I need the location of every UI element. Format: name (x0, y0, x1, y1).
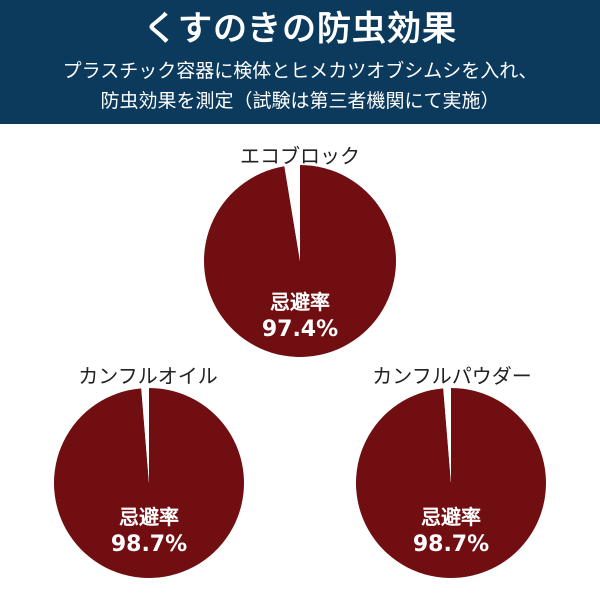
pie-value-label: 98.7% (110, 532, 188, 557)
subtitle-line-2: 防虫効果を測定（試験は第三者機関にて実施） (100, 90, 500, 112)
pie-title-camphor-powder: カンフルパウダー (372, 364, 532, 388)
pie-value-label: 97.4% (261, 317, 339, 342)
pie-center-eco-block: 忌避率 97.4% (230, 288, 370, 344)
pie-center-camphor-powder: 忌避率 98.7% (381, 503, 521, 559)
pie-chart-camphor-oil (54, 388, 244, 578)
pie-slice-remainder (141, 388, 149, 483)
page-title: くすのきの防虫効果 (143, 9, 457, 49)
pie-chart-eco-block (204, 165, 396, 357)
pie-data-label: 忌避率 (119, 505, 179, 529)
pie-chart-camphor-powder (356, 388, 546, 578)
pie-slice-remainder (443, 388, 451, 483)
pie-value-label: 98.7% (412, 532, 490, 557)
pie-data-label: 忌避率 (270, 290, 330, 314)
header-banner: くすのきの防虫効果 プラスチック容器に検体とヒメカツオブシムシを入れ、 防虫効果… (0, 0, 600, 124)
pie-slice-repellent (54, 388, 244, 578)
pie-slice-remainder (284, 165, 300, 261)
pie-title-eco-block: エコブロック (240, 144, 360, 168)
pie-title-camphor-oil: カンフルオイル (78, 364, 218, 388)
pie-center-camphor-oil: 忌避率 98.7% (79, 503, 219, 559)
pie-slice-repellent (356, 388, 546, 578)
subtitle-line-1: プラスチック容器に検体とヒメカツオブシムシを入れ、 (62, 60, 538, 82)
pie-data-label: 忌避率 (421, 505, 481, 529)
